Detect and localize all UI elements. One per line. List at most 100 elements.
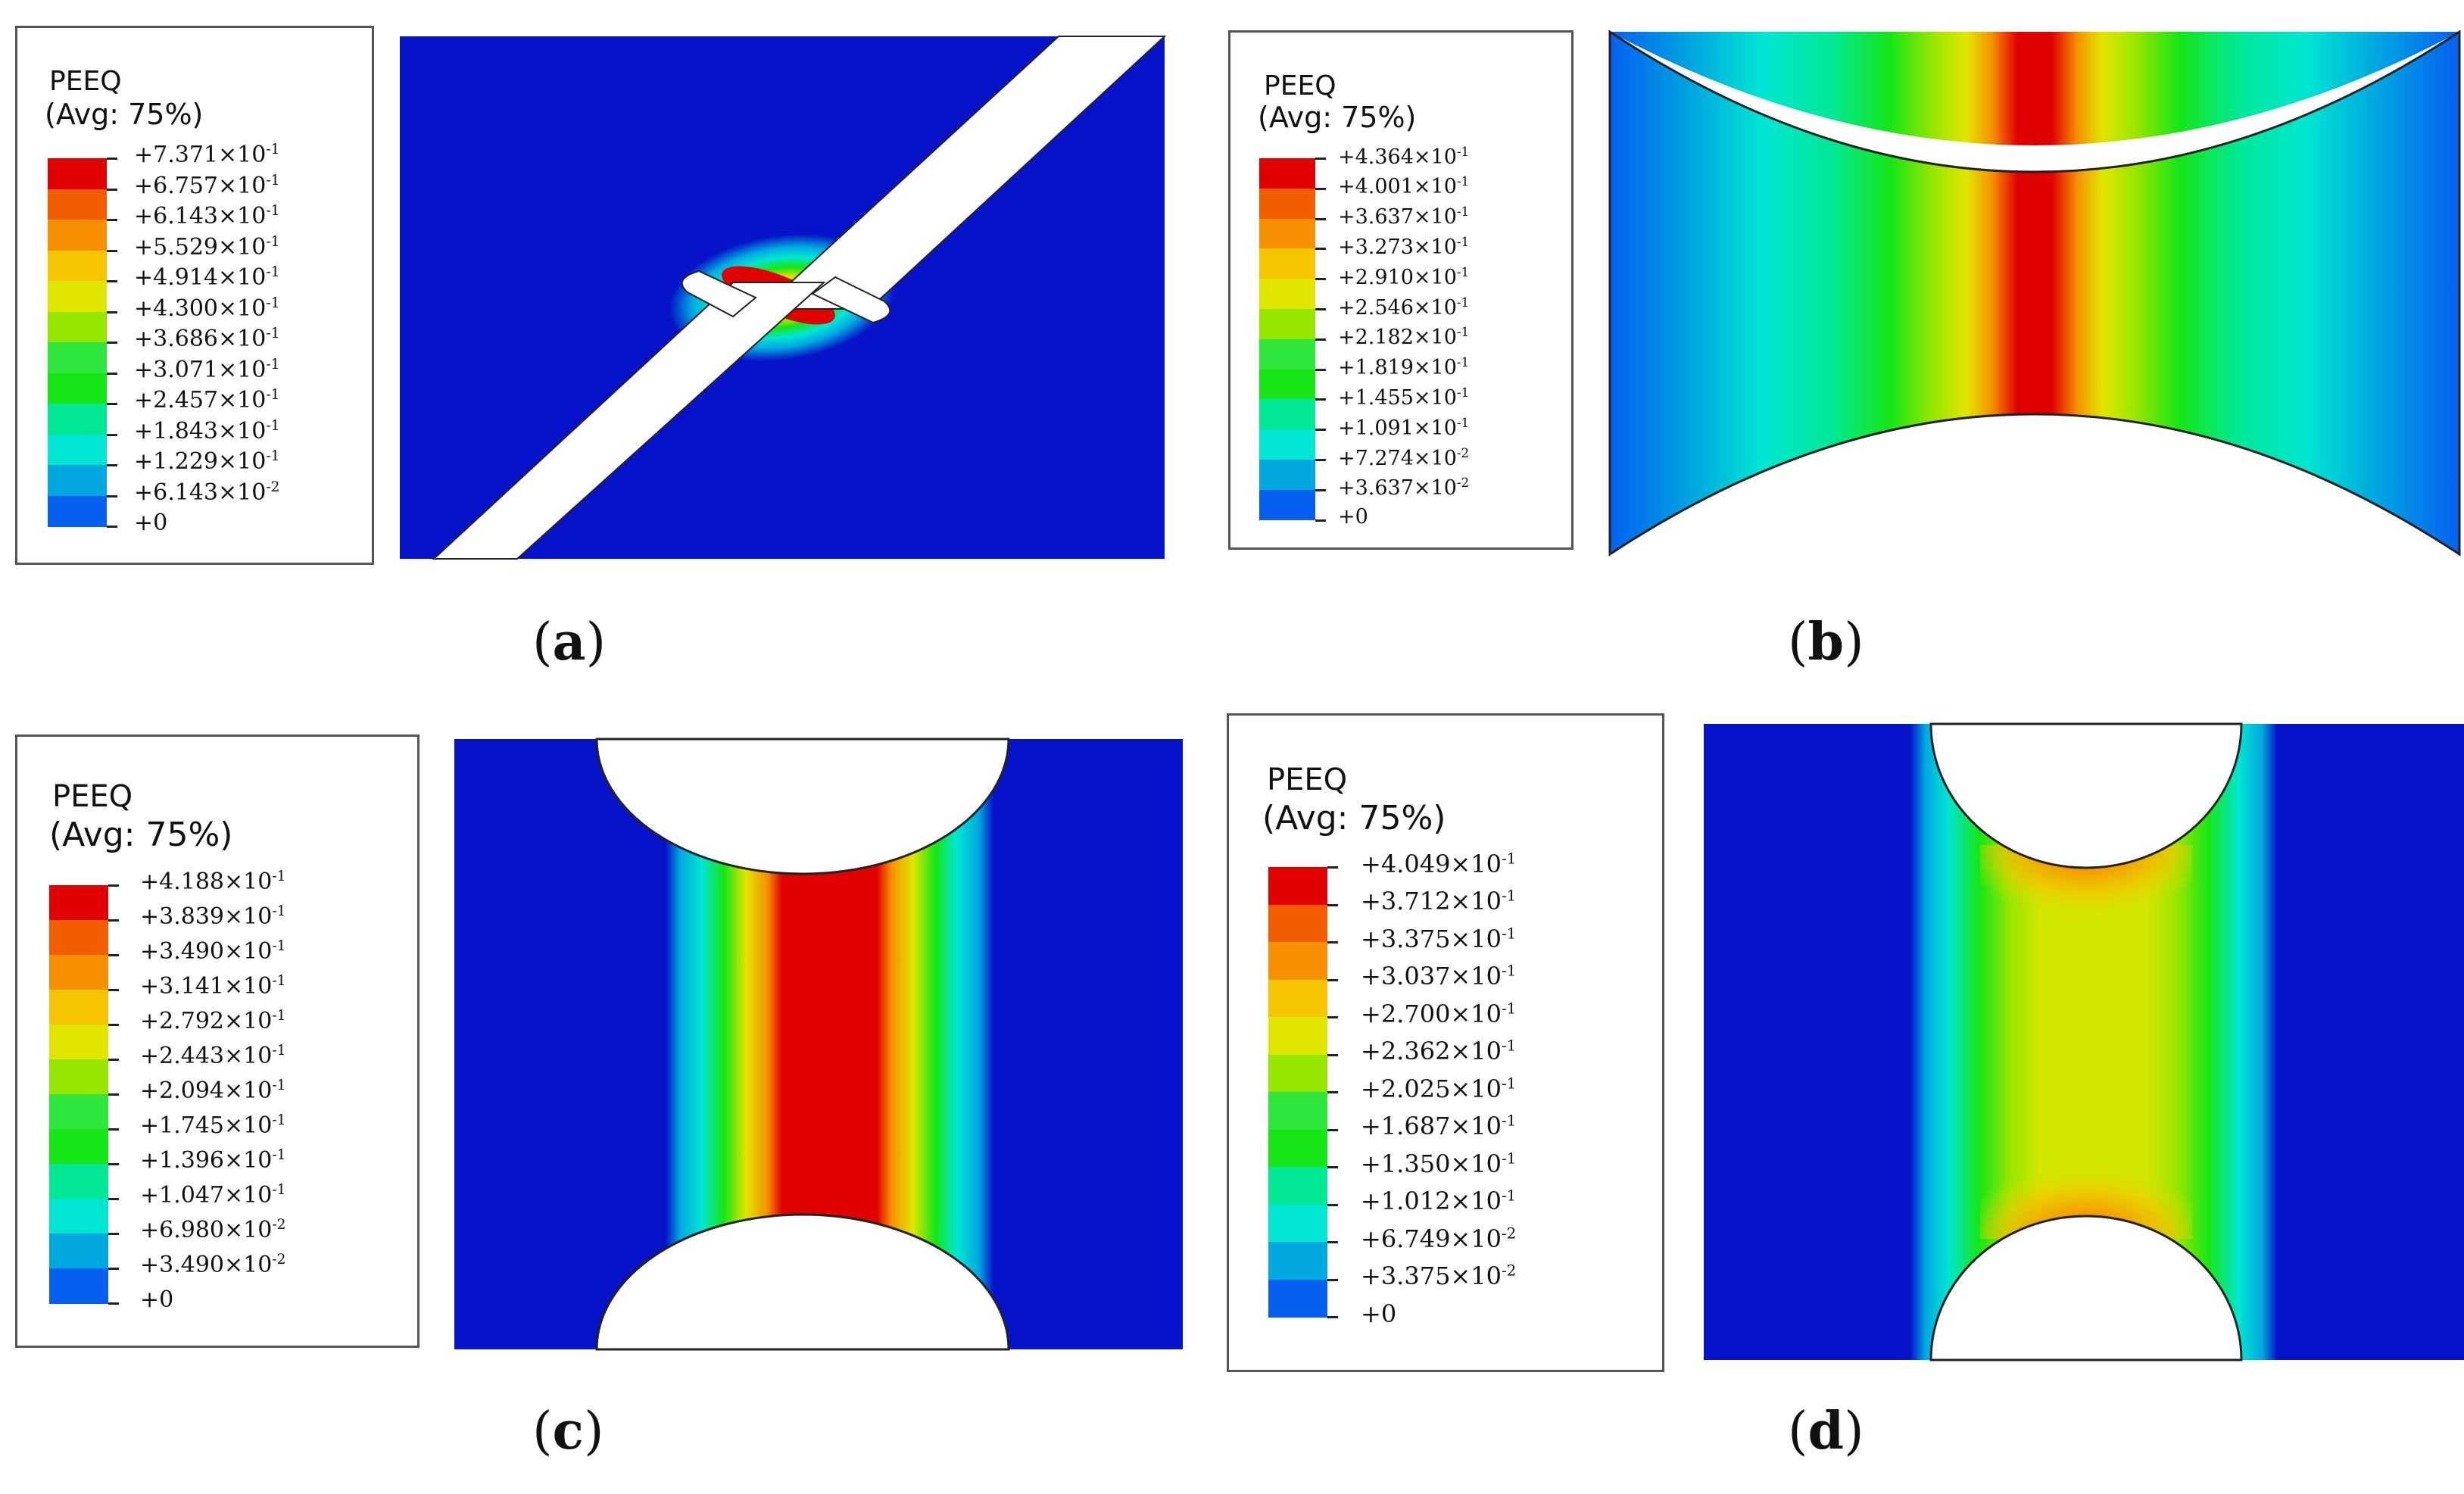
legend-tick xyxy=(108,1128,119,1131)
color-swatch xyxy=(1259,158,1315,189)
color-swatch xyxy=(48,373,107,404)
legend-value: +1.843×10-1 xyxy=(134,417,280,444)
legend-tick xyxy=(107,219,117,221)
legend-value: +6.143×10-1 xyxy=(134,203,280,230)
color-swatch xyxy=(48,281,107,312)
color-swatch xyxy=(48,250,107,282)
legend-tick xyxy=(1315,217,1326,220)
legend-tick xyxy=(108,1268,119,1270)
legend-tick xyxy=(107,403,117,405)
legend-value: +1.229×10-1 xyxy=(134,448,280,476)
color-swatch xyxy=(49,1268,108,1304)
notch-tip-right xyxy=(811,276,891,324)
legend-tick xyxy=(1327,1278,1338,1281)
legend-tick xyxy=(108,1163,119,1165)
legend-value: +1.745×10-1 xyxy=(140,1112,286,1140)
legend-tick xyxy=(107,310,117,313)
legend-subtitle: (Avg: 75%) xyxy=(1262,799,1446,837)
legend-value: +7.371×10-1 xyxy=(134,142,280,169)
legend-value: +6.980×10-2 xyxy=(140,1217,286,1244)
legend-value: +1.012×10-1 xyxy=(1361,1187,1517,1216)
legend-value: +1.091×10-1 xyxy=(1338,414,1470,440)
legend-value: +3.637×10-2 xyxy=(1338,475,1470,501)
legend-value: +4.364×10-1 xyxy=(1338,143,1470,169)
legend-value: +2.546×10-1 xyxy=(1338,294,1470,320)
legend-tick xyxy=(1315,429,1326,432)
legend-title: PEEQ xyxy=(52,779,133,814)
legend-tick xyxy=(108,1198,119,1200)
color-swatch xyxy=(49,1129,108,1165)
color-swatch xyxy=(48,220,107,251)
legend-tick xyxy=(1327,1166,1338,1168)
color-swatch xyxy=(48,495,107,527)
legend-value: +3.839×10-1 xyxy=(140,903,286,931)
color-swatch xyxy=(49,920,108,956)
color-swatch xyxy=(49,885,108,921)
legend-value: +1.350×10-1 xyxy=(1361,1149,1517,1178)
legend-value: +3.273×10-1 xyxy=(1338,233,1470,259)
legend-subtitle: (Avg: 75%) xyxy=(45,98,204,131)
legend-value: +4.001×10-1 xyxy=(1338,173,1470,199)
legend-tick xyxy=(1315,248,1326,251)
legend-tick xyxy=(107,188,117,191)
legend-tick xyxy=(1327,1241,1338,1243)
specimen-outline xyxy=(1608,30,2461,557)
legend-tick xyxy=(1315,368,1326,371)
legend-tick xyxy=(1315,308,1326,310)
legend-value: +1.819×10-1 xyxy=(1338,354,1470,380)
legend-tick xyxy=(1327,903,1338,906)
caption-d: (d) xyxy=(1788,1401,1864,1461)
legend-tick xyxy=(108,919,119,922)
legend-tick xyxy=(107,342,117,344)
legend-tick xyxy=(1327,941,1338,943)
legend-value: +2.182×10-1 xyxy=(1338,324,1470,350)
color-swatch xyxy=(1259,188,1315,220)
legend-tick xyxy=(1327,1091,1338,1093)
color-swatch xyxy=(48,311,107,343)
color-swatch xyxy=(1268,1129,1327,1168)
legend-b: PEEQ (Avg: 75%) +4.364×10-1 +4.001×10-1 +3… xyxy=(1228,30,1574,550)
color-swatch xyxy=(49,1059,108,1095)
legend-value: +4.300×10-1 xyxy=(134,295,280,322)
legend-tick xyxy=(107,372,117,375)
legend-value: +1.455×10-1 xyxy=(1338,384,1470,410)
legend-value: +0 xyxy=(1361,1299,1397,1328)
color-swatch xyxy=(49,1199,108,1234)
caption-c: (c) xyxy=(532,1401,604,1461)
legend-c: PEEQ (Avg: 75%) +4.188×10-1 +3.839×10-1 +3… xyxy=(15,735,420,1348)
color-swatch xyxy=(48,342,107,373)
legend-tick xyxy=(107,526,117,528)
color-swatch xyxy=(1268,867,1327,905)
legend-value: +3.490×10-1 xyxy=(140,938,286,965)
notch-top xyxy=(1929,722,2243,869)
legend-tick xyxy=(108,1302,119,1305)
legend-tick xyxy=(108,1093,119,1096)
notch-bottom xyxy=(1929,1215,2243,1361)
legend-value: +1.047×10-1 xyxy=(140,1182,286,1209)
color-swatch xyxy=(1259,460,1315,491)
legend-value: +3.375×10-2 xyxy=(1361,1262,1517,1291)
legend-value: +1.687×10-1 xyxy=(1361,1112,1517,1141)
legend-value: +6.757×10-1 xyxy=(134,172,280,199)
legend-value: +0 xyxy=(1338,505,1368,529)
legend-tick xyxy=(108,1024,119,1026)
legend-value: +3.037×10-1 xyxy=(1361,962,1517,991)
legend-value: +6.143×10-2 xyxy=(134,479,280,506)
legend-d: PEEQ (Avg: 75%) +4.049×10-1 +3.712×10-1 +3… xyxy=(1227,713,1664,1372)
legend-value: +4.914×10-1 xyxy=(134,264,280,292)
legend-tick xyxy=(108,954,119,956)
notch-slot-lower xyxy=(432,282,826,560)
color-swatch xyxy=(49,990,108,1025)
color-swatch xyxy=(1259,248,1315,279)
notch-top xyxy=(595,738,1010,875)
legend-subtitle: (Avg: 75%) xyxy=(49,816,233,854)
color-swatch xyxy=(49,1025,108,1060)
legend-tick xyxy=(1315,398,1326,401)
legend-tick xyxy=(1315,459,1326,461)
color-swatch xyxy=(1259,429,1315,460)
notch-bottom xyxy=(595,1213,1010,1351)
legend-subtitle: (Avg: 75%) xyxy=(1258,101,1417,134)
legend-tick xyxy=(108,1059,119,1061)
color-swatch xyxy=(1259,218,1315,249)
legend-tick xyxy=(108,884,119,887)
